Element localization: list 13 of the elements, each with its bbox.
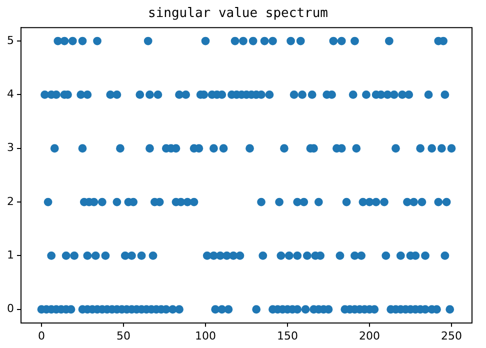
y-tick-label: 1	[7, 248, 14, 262]
y-tick-label: 2	[7, 194, 14, 208]
x-tick-label: 0	[38, 329, 45, 342]
chart-title: singular value spectrum	[148, 6, 328, 22]
y-tick-label: 3	[7, 141, 14, 154]
x-tick-label: 50	[116, 329, 130, 342]
y-tick-label: 4	[7, 88, 14, 101]
x-tick-label: 250	[441, 329, 462, 342]
x-tick-label: 200	[359, 329, 380, 342]
y-tick-label: 5	[7, 34, 14, 47]
x-tick-label: 100	[195, 329, 216, 342]
y-tick-label: 0	[7, 302, 14, 316]
x-tick-label: 150	[277, 329, 298, 342]
